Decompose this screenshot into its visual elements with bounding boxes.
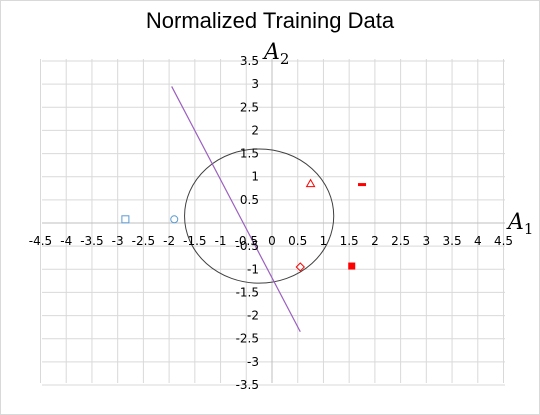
point-square-filled bbox=[348, 262, 356, 270]
decision-circle bbox=[184, 148, 335, 284]
point-circle-open bbox=[170, 215, 179, 224]
x-tick-label: -0.5 bbox=[235, 234, 258, 248]
x-tick-label: -2 bbox=[163, 234, 175, 248]
x-tick-label: -3 bbox=[112, 234, 124, 248]
point-square-open bbox=[121, 215, 130, 224]
y-tick-label: 2 bbox=[251, 123, 259, 137]
x-tick-label: 2.5 bbox=[391, 234, 410, 248]
grid bbox=[40, 59, 505, 386]
y-tick-label: -3.5 bbox=[236, 378, 259, 392]
x-tick-label: -3.5 bbox=[80, 234, 103, 248]
y-axis-label: A2 bbox=[262, 40, 289, 68]
axes bbox=[42, 59, 505, 383]
x-tick-label: 4 bbox=[474, 234, 482, 248]
y-tick-label: 1 bbox=[251, 170, 259, 184]
decision-line bbox=[171, 86, 301, 333]
x-tick-label: 3.5 bbox=[443, 234, 462, 248]
point-diamond-open bbox=[295, 262, 306, 272]
y-tick-label: 2.5 bbox=[240, 100, 259, 114]
y-tick-label: 3 bbox=[251, 77, 259, 91]
tick-labels: -4.5 -4 -3.5 -3 -2.5 -2 -1.5 -1 -0.5 0 0.5 1 1.5 2 2.5… bbox=[29, 54, 513, 392]
shapes bbox=[171, 86, 335, 333]
x-tick-label: -1 bbox=[215, 234, 227, 248]
x-tick-label: 0 bbox=[268, 234, 276, 248]
y-tick-label: -1.5 bbox=[236, 285, 259, 299]
y-tick-label: 0.5 bbox=[240, 193, 259, 207]
y-tick-label: 3.5 bbox=[240, 54, 259, 68]
data-points bbox=[121, 178, 367, 272]
y-tick-label: -0.5 bbox=[236, 239, 259, 253]
x-tick-label: 3 bbox=[423, 234, 431, 248]
point-dash bbox=[358, 183, 367, 187]
x-tick-label: 2 bbox=[371, 234, 379, 248]
chart-title: Normalized Training Data bbox=[145, 8, 395, 33]
x-tick-label: -1.5 bbox=[183, 234, 206, 248]
x-tick-label: -4 bbox=[60, 234, 72, 248]
x-tick-label: -2.5 bbox=[132, 234, 155, 248]
y-tick-label: -3 bbox=[247, 355, 259, 369]
y-tick-label: -1 bbox=[247, 262, 259, 276]
y-tick-label: 1.5 bbox=[240, 147, 259, 161]
x-tick-label: 4.5 bbox=[494, 234, 513, 248]
x-tick-label: 1 bbox=[320, 234, 328, 248]
y-tick-label: -2.5 bbox=[236, 332, 259, 346]
point-triangle-open bbox=[305, 178, 316, 188]
x-axis-label: A1 bbox=[506, 210, 533, 238]
x-tick-label: 1.5 bbox=[340, 234, 359, 248]
x-tick-label: -4.5 bbox=[29, 234, 52, 248]
x-tick-label: 0.5 bbox=[288, 234, 307, 248]
y-tick-label: -2 bbox=[247, 309, 259, 323]
